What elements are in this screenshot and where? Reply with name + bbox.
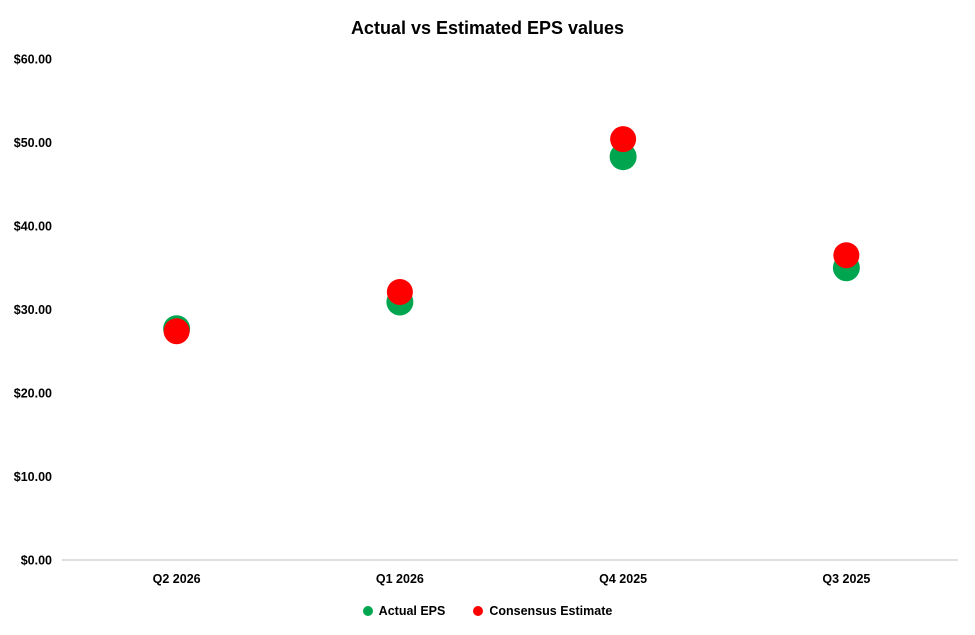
legend-label-actual-eps: Actual EPS: [378, 604, 446, 618]
legend-dot-consensus-estimate-icon: [473, 606, 484, 616]
x-axis-category-label: Q1 2026: [376, 572, 424, 586]
data-point-consensus-estimate-q3-2025: [833, 242, 860, 269]
x-axis-category-label: Q2 2026: [153, 572, 201, 586]
y-axis-tick-label: $20.00: [14, 387, 52, 401]
x-axis-category-label: Q3 2025: [822, 572, 870, 586]
data-point-consensus-estimate-q4-2025: [610, 126, 637, 153]
legend-label-consensus-estimate: Consensus Estimate: [489, 604, 613, 618]
y-axis-tick-label: $50.00: [14, 136, 52, 150]
chart-legend: Actual EPS Consensus Estimate: [0, 604, 975, 618]
y-axis-tick-label: $40.00: [14, 220, 52, 234]
y-axis-tick-label: $0.00: [21, 554, 52, 568]
y-axis-tick-label: $60.00: [14, 53, 52, 67]
legend-dot-actual-eps-icon: [362, 606, 373, 616]
y-axis-tick-label: $10.00: [14, 470, 52, 484]
legend-item-consensus-estimate: Consensus Estimate: [473, 604, 612, 618]
y-axis-tick-label: $30.00: [14, 303, 52, 317]
data-point-consensus-estimate-q1-2026: [386, 278, 413, 305]
legend-item-actual-eps: Actual EPS: [362, 604, 446, 618]
chart-title: Actual vs Estimated EPS values: [350, 18, 625, 38]
data-point-consensus-estimate-q2-2026: [163, 318, 190, 345]
x-axis-category-label: Q4 2025: [599, 572, 647, 586]
